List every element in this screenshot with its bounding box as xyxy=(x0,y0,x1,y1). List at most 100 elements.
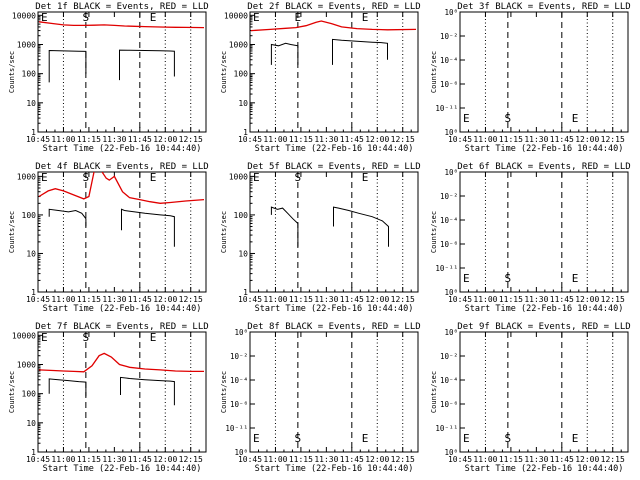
lld-series-line-1 xyxy=(38,172,95,200)
event-marker-label: E xyxy=(362,171,369,184)
x-tick-label: 10:45 xyxy=(26,135,50,144)
y-axis-label: Counts/sec xyxy=(8,371,16,413)
event-marker-label: E xyxy=(463,112,470,125)
y-tick-label: 100 xyxy=(22,390,37,399)
y-tick-label: 10 xyxy=(238,99,248,108)
panel-7: Det 7f BLACK = Events, RED = LLD 1 10 100 10… xyxy=(8,322,209,474)
event-marker-label: S xyxy=(505,112,512,125)
plot-frame xyxy=(459,11,629,133)
x-axis-label: Start Time (22-Feb-16 10:44:40) xyxy=(465,464,624,474)
y-tick-label: 10⁰ xyxy=(444,288,458,297)
x-tick-label: 11:15 xyxy=(499,295,523,304)
y-tick-label: 10⁰ xyxy=(234,328,248,337)
x-tick-label: 11:45 xyxy=(340,455,364,464)
x-tick-label: 12:15 xyxy=(601,455,625,464)
x-tick-label: 12:15 xyxy=(601,135,625,144)
x-tick-label: 12:15 xyxy=(391,295,415,304)
x-tick-label: 11:45 xyxy=(128,455,152,464)
panel-9: Det 9f BLACK = Events, RED = LLD10⁰10⁻²1… xyxy=(430,322,631,474)
y-tick-label: 10 xyxy=(26,419,36,428)
event-marker-label: E xyxy=(41,171,48,184)
event-marker-label: E xyxy=(150,331,157,344)
y-tick-label: 1 xyxy=(31,288,36,297)
panel-2: Det 2f BLACK = Events, RED = LLD 1 10 100 10… xyxy=(220,2,421,154)
event-marker-label: E xyxy=(362,432,369,445)
x-tick-label: 12:15 xyxy=(601,295,625,304)
x-tick-label: 11:15 xyxy=(77,455,101,464)
x-tick-label: 10:45 xyxy=(26,455,50,464)
y-tick-label: 1000 xyxy=(17,40,36,49)
event-marker-label: S xyxy=(505,432,512,445)
event-marker-label: E xyxy=(463,432,470,445)
x-axis-label: Start Time (22-Feb-16 10:44:40) xyxy=(255,464,414,474)
events-series-line-1 xyxy=(270,206,299,247)
y-tick-label: 1000 xyxy=(17,172,36,181)
y-tick-label: 100 xyxy=(234,211,249,220)
x-tick-label: 10:45 xyxy=(238,295,262,304)
y-axis-label: Counts/sec xyxy=(8,51,16,93)
x-tick-label: 11:45 xyxy=(550,455,574,464)
x-tick-label: 11:00 xyxy=(473,295,497,304)
y-tick-label: 10 xyxy=(26,249,36,258)
panel-title: Det 4f BLACK = Events, RED = LLD xyxy=(35,162,208,172)
x-tick-label: 12:15 xyxy=(391,135,415,144)
y-tick-label: 10⁻¹¹ xyxy=(435,104,458,113)
x-tick-label: 10:45 xyxy=(26,295,50,304)
x-tick-label: 11:30 xyxy=(314,295,338,304)
x-axis-label: Start Time (22-Feb-16 10:44:40) xyxy=(255,144,414,154)
x-tick-label: 12:00 xyxy=(575,135,599,144)
x-tick-label: 11:00 xyxy=(473,455,497,464)
x-axis-label: Start Time (22-Feb-16 10:44:40) xyxy=(43,304,202,314)
panel-title: Det 8f BLACK = Events, RED = LLD xyxy=(247,322,420,332)
y-tick-label: 10⁰ xyxy=(444,128,458,137)
plot-frame xyxy=(249,171,419,293)
lld-series-line-1 xyxy=(38,352,204,373)
x-tick-label: 11:45 xyxy=(128,135,152,144)
x-tick-label: 11:15 xyxy=(289,295,313,304)
x-tick-label: 11:30 xyxy=(314,455,338,464)
y-axis-label: Counts/sec xyxy=(8,211,16,253)
panel-1: Det 1f BLACK = Events, RED = LLD 1 10 100 10… xyxy=(8,2,209,154)
plot-frame xyxy=(37,331,207,453)
panel-title: Det 1f BLACK = Events, RED = LLD xyxy=(35,2,208,12)
y-axis-label: Counts/sec xyxy=(430,51,438,93)
panel-title: Det 9f BLACK = Events, RED = LLD xyxy=(457,322,630,332)
y-tick-label: 10⁻² xyxy=(230,352,248,361)
x-tick-label: 11:45 xyxy=(550,135,574,144)
x-tick-label: 12:00 xyxy=(365,295,389,304)
x-tick-label: 11:15 xyxy=(289,135,313,144)
y-tick-label: 100 xyxy=(22,211,37,220)
x-axis-label: Start Time (22-Feb-16 10:44:40) xyxy=(43,144,202,154)
x-tick-label: 10:45 xyxy=(448,455,472,464)
x-tick-label: 12:15 xyxy=(179,135,203,144)
x-tick-label: 11:00 xyxy=(51,295,75,304)
panel-3: Det 3f BLACK = Events, RED = LLD10⁰10⁻²1… xyxy=(430,2,631,154)
x-tick-label: 11:00 xyxy=(263,295,287,304)
x-tick-label: 11:45 xyxy=(340,295,364,304)
y-tick-label: 10⁰ xyxy=(444,328,458,337)
x-tick-label: 12:15 xyxy=(179,455,203,464)
x-tick-label: 10:45 xyxy=(238,455,262,464)
y-tick-label: 100 xyxy=(234,70,249,79)
x-tick-label: 12:15 xyxy=(391,455,415,464)
y-tick-label: 10000 xyxy=(224,11,248,20)
x-tick-label: 12:15 xyxy=(179,295,203,304)
y-tick-label: 10⁻⁶ xyxy=(230,400,248,409)
y-tick-label: 10⁰ xyxy=(444,448,458,457)
events-series-line-2 xyxy=(333,206,389,247)
y-tick-label: 1 xyxy=(243,288,248,297)
events-series-line-2 xyxy=(48,49,87,83)
panel-4: Det 4f BLACK = Events, RED = LLD 1 10 100 10… xyxy=(8,162,209,314)
events-series-line-3 xyxy=(332,38,388,65)
x-tick-label: 10:45 xyxy=(448,135,472,144)
y-tick-label: 10⁻⁴ xyxy=(440,376,458,385)
y-tick-label: 10⁻¹¹ xyxy=(225,424,248,433)
event-marker-label: S xyxy=(83,171,90,184)
x-tick-label: 11:30 xyxy=(314,135,338,144)
x-tick-label: 11:00 xyxy=(51,135,75,144)
y-tick-label: 10⁻² xyxy=(440,32,458,41)
event-marker-label: E xyxy=(253,171,260,184)
plot-frame xyxy=(37,11,207,133)
panel-title: Det 5f BLACK = Events, RED = LLD xyxy=(247,162,420,172)
